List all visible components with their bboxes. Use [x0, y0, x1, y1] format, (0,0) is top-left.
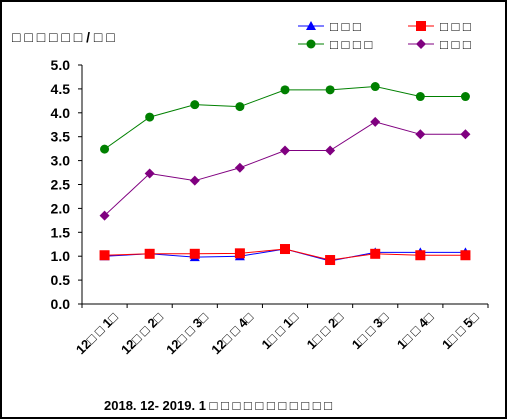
- legend-label: □ □ □: [330, 19, 361, 34]
- chart-title: 2018. 12- 2019. 1 □ □ □ □ □ □ □ □ □ □ □: [104, 398, 332, 413]
- series-layer: [99, 82, 471, 266]
- axes: [78, 64, 489, 308]
- data-point: [415, 250, 426, 261]
- y-tick-label: 3.0: [51, 153, 71, 169]
- x-tick-label: 1□ □ 1□: [259, 309, 302, 352]
- x-tick-label: 1□ □ 2□: [304, 309, 347, 352]
- x-tick-labels: 12□ □ 1□12□ □ 2□12□ □ 3□12□ □ 4□ 1□ □ 1□ 1…: [73, 309, 482, 357]
- data-point: [190, 100, 200, 110]
- data-point: [235, 102, 245, 112]
- legend-label: □ □ □: [440, 19, 471, 34]
- data-point: [325, 85, 335, 95]
- legend: □ □ □ □ □ □ □ □ □ □ □ □ □: [298, 19, 471, 52]
- legend-label: □ □ □ □: [330, 37, 372, 52]
- y-tick-label: 1.5: [51, 224, 71, 240]
- x-tick-label: 1□ □ 4□: [394, 309, 437, 352]
- y-tick-label: 0.0: [51, 296, 71, 312]
- x-tick-label: 12□ □ 1□: [73, 309, 121, 357]
- data-point: [370, 116, 381, 127]
- data-point: [460, 92, 470, 102]
- y-tick-label: 5.0: [51, 57, 71, 73]
- data-point: [280, 85, 290, 95]
- data-point: [370, 82, 380, 92]
- data-point: [189, 175, 200, 186]
- x-tick-label: 1□ □ 5□: [439, 309, 482, 352]
- data-point: [144, 248, 155, 259]
- y-tick-label: 4.5: [51, 81, 71, 97]
- data-point: [280, 145, 290, 156]
- legend-item: □ □ □: [408, 37, 471, 52]
- legend-marker: [416, 39, 426, 49]
- x-tick-label: 12□ □ 3□: [163, 309, 211, 357]
- data-point: [189, 248, 200, 259]
- legend-item: □ □ □: [298, 19, 361, 34]
- data-point: [460, 129, 471, 140]
- data-point: [145, 112, 155, 122]
- data-point: [234, 248, 245, 259]
- x-tick-label: 12□ □ 2□: [118, 309, 166, 357]
- data-point: [100, 144, 110, 154]
- series-line: [104, 121, 466, 216]
- y-tick-label: 2.0: [51, 200, 71, 216]
- y-tick-label: 1.0: [51, 248, 71, 264]
- data-point: [99, 250, 110, 261]
- legend-marker: [306, 39, 316, 49]
- legend-label: □ □ □: [440, 37, 471, 52]
- data-point: [415, 129, 426, 140]
- x-tick-label: 12□ □ 4□: [208, 309, 256, 357]
- legend-marker: [306, 21, 316, 30]
- y-tick-label: 4.0: [51, 105, 71, 121]
- y-tick-label: 0.5: [51, 272, 71, 288]
- y-axis-label: □ □ □ □ □ □ / □ □: [12, 29, 115, 45]
- data-point: [99, 210, 110, 221]
- y-tick-labels: 5.0 4.5 4.0 3.5 3.0 2.5 2.0 1.5 1.0 0.5 0.0: [51, 57, 71, 312]
- data-point: [460, 250, 471, 261]
- data-point: [144, 168, 155, 179]
- series-square: [99, 244, 471, 266]
- legend-item: □ □ □: [408, 19, 471, 34]
- legend-marker: [416, 21, 426, 31]
- data-point: [325, 145, 336, 156]
- y-tick-label: 3.5: [51, 129, 71, 145]
- x-tick-label: 1□ □ 3□: [349, 309, 392, 352]
- series-line: [104, 86, 466, 150]
- series-diamond: [99, 116, 471, 221]
- series-circle: [100, 82, 470, 154]
- data-point: [325, 255, 336, 266]
- data-point: [415, 92, 425, 102]
- data-point: [234, 162, 245, 173]
- y-tick-label: 2.5: [51, 177, 71, 193]
- legend-item: □ □ □ □: [298, 37, 372, 52]
- data-point: [370, 248, 381, 259]
- data-point: [280, 244, 290, 255]
